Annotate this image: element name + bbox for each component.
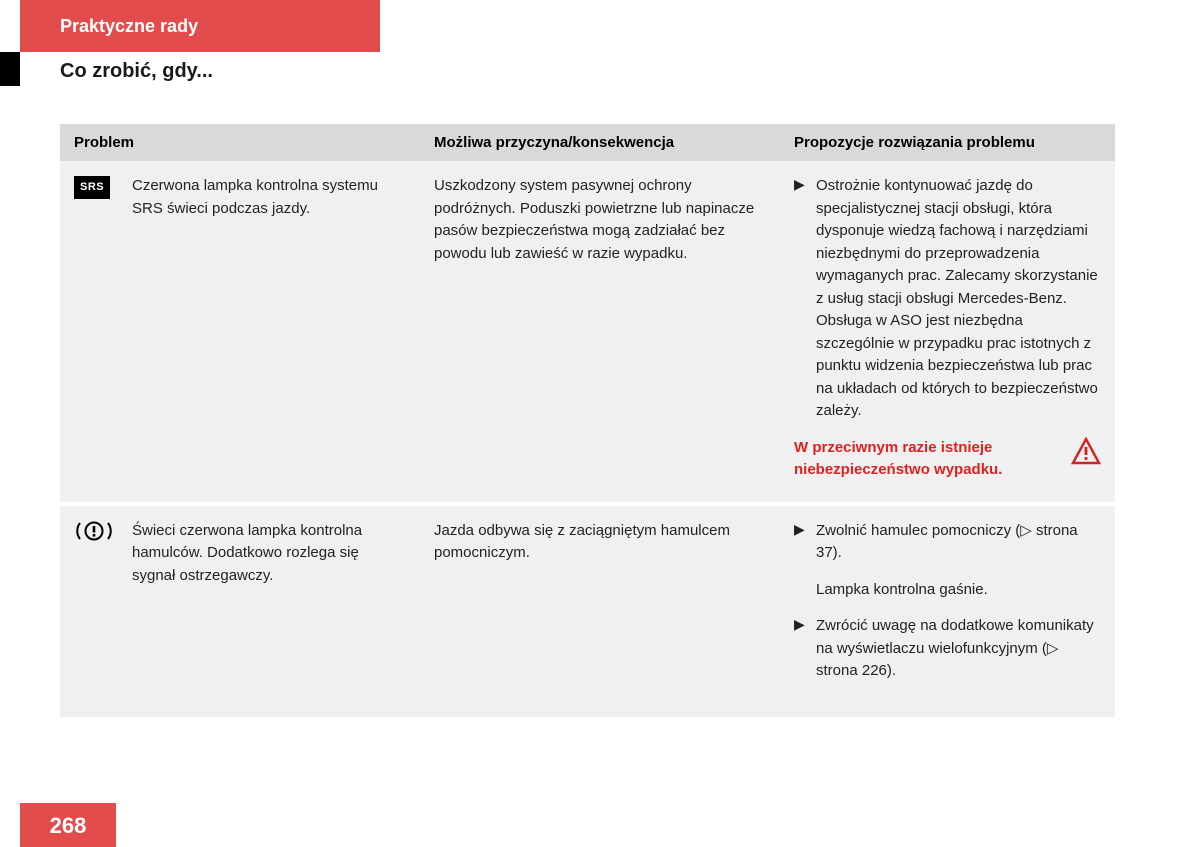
cause-text: Uszkodzony system pasywnej ochrony podró… xyxy=(420,161,780,502)
solution-item: ▶ Zwrócić uwagę na dodatkowe komunikaty … xyxy=(794,615,1101,683)
col-header-problem: Problem xyxy=(60,124,420,161)
col-header-solution: Propozycje rozwiązania problemu xyxy=(780,124,1115,161)
warning-text: W przeciwnym razie istnieje niebezpiecze… xyxy=(794,437,1055,482)
warning-triangle-icon xyxy=(1071,437,1101,473)
chapter-title: Praktyczne rady xyxy=(60,16,198,36)
thumb-index-tab xyxy=(0,52,20,86)
problem-text: Czerwona lampka kontrolna systemu SRS św… xyxy=(132,175,406,482)
table-row: SRS Czerwona lampka kontrolna systemu SR… xyxy=(60,161,1115,502)
solution-item: ▶ Zwolnić hamulec pomocniczy (▷ strona 3… xyxy=(794,520,1101,565)
solution-text: Zwrócić uwagę na dodatkowe komunikaty na… xyxy=(816,615,1101,683)
page-number-tab: 268 xyxy=(20,803,116,847)
warning-block: W przeciwnym razie istnieje niebezpiecze… xyxy=(794,437,1101,482)
solution-item: Lampka kontrolna gaśnie. xyxy=(794,579,1101,602)
solution-text: Ostrożnie kontynuować jazdę do specjalis… xyxy=(816,175,1101,423)
table-row: Świeci czerwona lampka kontrolna hamulcó… xyxy=(60,502,1115,717)
srs-indicator-icon: SRS xyxy=(74,176,110,199)
table-header-row: Problem Możliwa przyczyna/konsekwencja P… xyxy=(60,124,1115,161)
problem-text: Świeci czerwona lampka kontrolna hamulcó… xyxy=(132,520,406,697)
chapter-header-tab: Praktyczne rady xyxy=(20,0,380,52)
cause-text: Jazda odbywa się z zaciągniętym hamulcem… xyxy=(420,506,780,717)
bullet-arrow-icon: ▶ xyxy=(794,615,806,683)
solution-item: ▶ Ostrożnie kontynuować jazdę do specjal… xyxy=(794,175,1101,423)
troubleshooting-table: Problem Możliwa przyczyna/konsekwencja P… xyxy=(60,124,1115,717)
section-subtitle: Co zrobić, gdy... xyxy=(60,60,213,83)
bullet-spacer xyxy=(794,579,806,602)
page-number: 268 xyxy=(50,813,87,838)
bullet-arrow-icon: ▶ xyxy=(794,175,806,423)
solution-text: Lampka kontrolna gaśnie. xyxy=(816,579,1101,602)
bullet-arrow-icon: ▶ xyxy=(794,520,806,565)
col-header-cause: Możliwa przyczyna/konsekwencja xyxy=(420,124,780,161)
brake-indicator-icon xyxy=(74,529,114,546)
solution-text: Zwolnić hamulec pomocniczy (▷ strona 37)… xyxy=(816,520,1101,565)
